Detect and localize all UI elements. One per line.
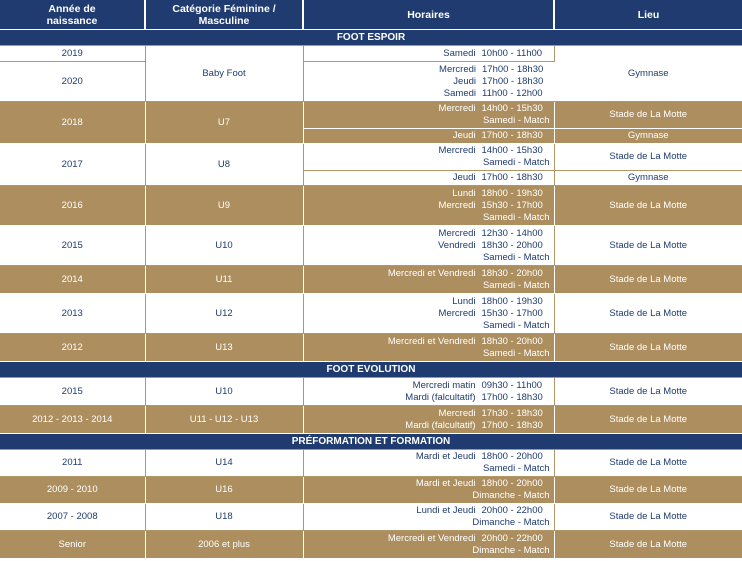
place-cell: Gymnase [554, 45, 742, 102]
table-row: Senior 2006 et plus Mercredi et Vendredi… [0, 530, 742, 559]
table-header: Année de naissance Catégorie Féminine / … [0, 0, 742, 30]
table-row: 2018 U7 Mercredi 14h00 - 15h30 Samedi - M… [0, 101, 742, 144]
section-foot-espoir: FOOT ESPOIR [0, 29, 742, 46]
year-cell: 2009 - 2010 [0, 476, 146, 504]
category-cell: U9 [145, 185, 304, 226]
header-category: Catégorie Féminine / Masculine [145, 0, 304, 30]
schedule-cell: Lundi 18h00 - 19h30 Mercredi 15h30 - 17h00… [303, 185, 555, 226]
category-cell: U11 - U12 - U13 [145, 405, 304, 434]
table-row: 2016 U9 Lundi 18h00 - 19h30 Mercredi 15h30… [0, 185, 742, 226]
year-cell: 2014 [0, 265, 146, 294]
category-cell: U8 [145, 143, 304, 186]
year-cell: 2012 [0, 333, 146, 362]
schedule-cell: Mercredi et Vendredi 18h30 - 20h00 Samedi… [303, 265, 555, 294]
category-cell: U10 [145, 225, 304, 266]
header-schedule: Horaires [303, 0, 555, 30]
table-row: 2007 - 2008 U18 Lundi et Jeudi 20h00 - 22… [0, 503, 742, 531]
schedule-cell: Mercredi 12h30 - 14h00 Vendredi 18h30 - 20… [303, 225, 555, 266]
schedule-cell: Jeudi 17h00 - 18h30 [303, 128, 555, 144]
year-cell: 2013 [0, 293, 146, 334]
table-row: 2012 U13 Mercredi et Vendredi 18h30 - 20h… [0, 333, 742, 362]
place-cell: Stade de La Motte [554, 503, 742, 531]
year-cell: 2012 - 2013 - 2014 [0, 405, 146, 434]
table-row: 2014 U11 Mercredi et Vendredi 18h30 - 20h… [0, 265, 742, 294]
year-cell: 2016 [0, 185, 146, 226]
schedule-cell: Jeudi 17h00 - 18h30 [303, 170, 555, 186]
place-cell: Stade de La Motte [554, 225, 742, 266]
year-cell: 2011 [0, 449, 146, 477]
category-cell: U11 [145, 265, 304, 294]
schedule-cell: Mercredi et Vendredi 20h00 - 22h00 Dimanc… [303, 530, 555, 559]
place-cell: Stade de La Motte [554, 530, 742, 559]
category-cell: U7 [145, 101, 304, 144]
schedule-cell: Mercredi 14h00 - 15h30 Samedi - Match [303, 101, 555, 129]
table-row: 2015 U10 Mercredi 12h30 - 14h00 Vendredi 1… [0, 225, 742, 266]
category-cell: U12 [145, 293, 304, 334]
category-cell: U18 [145, 503, 304, 531]
place-cell: Stade de La Motte [554, 293, 742, 334]
place-cell: Stade de La Motte [554, 101, 742, 129]
place-cell: Stade de La Motte [554, 265, 742, 294]
header-year: Année de naissance [0, 0, 146, 30]
schedule-cell: Mardi et Jeudi 18h00 - 20h00 Samedi - Mat… [303, 449, 555, 477]
schedule-cell: Lundi et Jeudi 20h00 - 22h00 Dimanche - M… [303, 503, 555, 531]
table-row: Jeudi 17h00 - 18h30 Gymnase [0, 128, 742, 144]
table-row: 2017 U8 Mercredi 14h00 - 15h30 Samedi - M… [0, 143, 742, 186]
table-row: 2012 - 2013 - 2014 U11 - U12 - U13 Mercr… [0, 405, 742, 434]
year-cell: 2007 - 2008 [0, 503, 146, 531]
schedule-cell: Samedi 10h00 - 11h00 [303, 45, 555, 62]
table-row: 2009 - 2010 U16 Mardi et Jeudi 18h00 - 20… [0, 476, 742, 504]
year-cell: 2019 [0, 45, 146, 62]
schedule-cell: Mercredi 17h30 - 18h30 Mardi (falcultatif… [303, 405, 555, 434]
year-cell: 2015 [0, 377, 146, 406]
place-cell: Stade de La Motte [554, 185, 742, 226]
place-cell: Stade de La Motte [554, 333, 742, 362]
section-preformation: PRÉFORMATION ET FORMATION [0, 433, 742, 450]
category-cell: U10 [145, 377, 304, 406]
category-cell: U13 [145, 333, 304, 362]
table-row: 2015 U10 Mercredi matin 09h30 - 11h00 Mar… [0, 377, 742, 406]
header-place: Lieu [554, 0, 742, 30]
schedule-cell: Mercredi 17h00 - 18h30 Jeudi 17h00 - 18h30… [303, 61, 554, 102]
schedule-cell: Mercredi et Vendredi 18h30 - 20h00 Samedi… [303, 333, 555, 362]
year-cell: Senior [0, 530, 146, 559]
schedule-cell: Mardi et Jeudi 18h00 - 20h00 Dimanche - M… [303, 476, 555, 504]
schedule-cell: Mercredi 14h00 - 15h30 Samedi - Match [303, 143, 555, 171]
schedule-cell: Lundi 18h00 - 19h30 Mercredi 15h30 - 17h00… [303, 293, 555, 334]
year-cell: 2020 [0, 61, 146, 102]
place-cell: Stade de La Motte [554, 449, 742, 477]
category-cell: U14 [145, 449, 304, 477]
place-cell: Gymnase [554, 170, 742, 186]
schedule-cell: Mercredi matin 09h30 - 11h00 Mardi (falcu… [303, 377, 555, 406]
section-foot-evolution: FOOT EVOLUTION [0, 361, 742, 378]
place-cell: Stade de La Motte [554, 143, 742, 171]
category-cell: Baby Foot [145, 45, 304, 102]
year-cell: 2015 [0, 225, 146, 266]
place-cell: Stade de La Motte [554, 476, 742, 504]
place-cell: Gymnase [554, 128, 742, 144]
place-cell: Stade de La Motte [554, 405, 742, 434]
table-row: 2013 U12 Lundi 18h00 - 19h30 Mercredi 15h3… [0, 293, 742, 334]
category-cell: U16 [145, 476, 304, 504]
year-cell: 2017 [0, 143, 146, 186]
table-row: 2020 Mercredi 17h00 - 18h30 Jeudi 17h00 - … [0, 61, 742, 102]
place-cell: Stade de La Motte [554, 377, 742, 406]
category-cell: 2006 et plus [145, 530, 304, 559]
table-row: 2011 U14 Mardi et Jeudi 18h00 - 20h00 Sam… [0, 449, 742, 477]
table-row: 2019 Baby Foot Samedi 10h00 - 11h00 Gymna… [0, 45, 742, 102]
year-cell: 2018 [0, 101, 146, 144]
table-row: Jeudi 17h00 - 18h30 Gymnase [0, 170, 742, 186]
